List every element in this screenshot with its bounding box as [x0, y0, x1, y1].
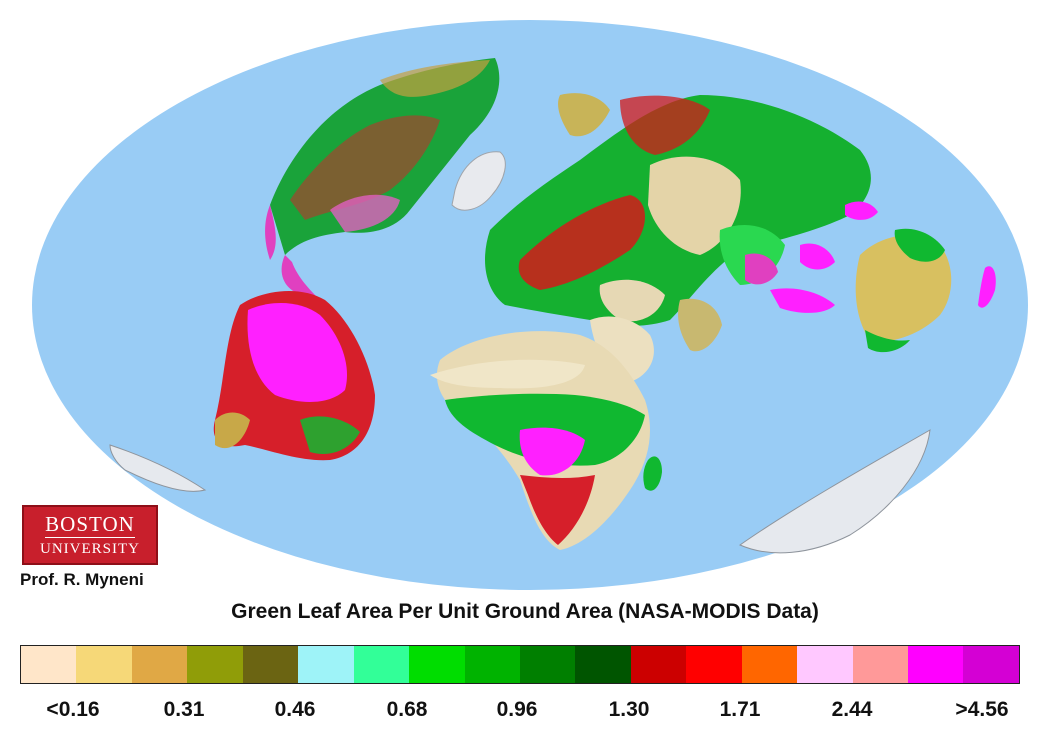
- world-map: [32, 20, 1028, 590]
- legend-swatch-7: [409, 646, 465, 683]
- legend-swatch-1: [76, 646, 132, 683]
- southeast-asia: [770, 201, 878, 313]
- arabian-peninsula: [590, 316, 654, 382]
- legend-swatch-9: [519, 646, 576, 683]
- legend-swatch-16: [908, 646, 964, 683]
- legend-tick-label: >4.56: [955, 698, 1009, 721]
- author-credit: Prof. R. Myneni: [20, 570, 144, 589]
- greenland: [451, 151, 506, 211]
- antarctica-east: [738, 429, 931, 554]
- legend-swatch-11: [630, 646, 687, 683]
- legend-swatch-5: [298, 646, 354, 683]
- color-legend-bar: [20, 645, 1020, 684]
- legend-tick-label: 0.46: [274, 698, 316, 721]
- legend-swatch-0: [21, 646, 77, 683]
- map-title: Green Leaf Area Per Unit Ground Area (NA…: [231, 600, 819, 623]
- legend-tick-label: 1.30: [608, 698, 650, 721]
- legend-tick-label: 2.44: [831, 698, 873, 721]
- antarctica-west: [109, 444, 207, 492]
- eurasia: [485, 93, 871, 326]
- legend-swatch-2: [131, 646, 188, 683]
- india: [678, 298, 722, 352]
- legend-swatch-4: [242, 646, 299, 683]
- australia: [855, 228, 952, 353]
- legend-swatch-12: [686, 646, 742, 683]
- legend-tick-label: 1.71: [719, 698, 761, 721]
- africa: [430, 331, 650, 550]
- legend-swatch-6: [353, 646, 410, 683]
- north-america: [265, 58, 500, 260]
- legend-tick-label: <0.16: [46, 698, 100, 721]
- boston-university-logo: BOSTON UNIVERSITY: [22, 505, 158, 565]
- legend-swatch-10: [575, 646, 631, 683]
- legend-swatch-13: [741, 646, 798, 683]
- south-america: [213, 290, 375, 461]
- madagascar: [643, 456, 662, 491]
- legend-tick-label: 0.68: [386, 698, 428, 721]
- legend-tick-label: 0.96: [496, 698, 538, 721]
- legend-swatch-17: [963, 646, 1019, 683]
- legend-tick-label: 0.31: [163, 698, 205, 721]
- new-zealand: [978, 266, 996, 308]
- central-america: [281, 255, 320, 303]
- legend-swatch-15: [852, 646, 908, 683]
- legend-swatch-14: [797, 646, 853, 683]
- legend-swatch-8: [464, 646, 520, 683]
- legend-swatch-3: [187, 646, 243, 683]
